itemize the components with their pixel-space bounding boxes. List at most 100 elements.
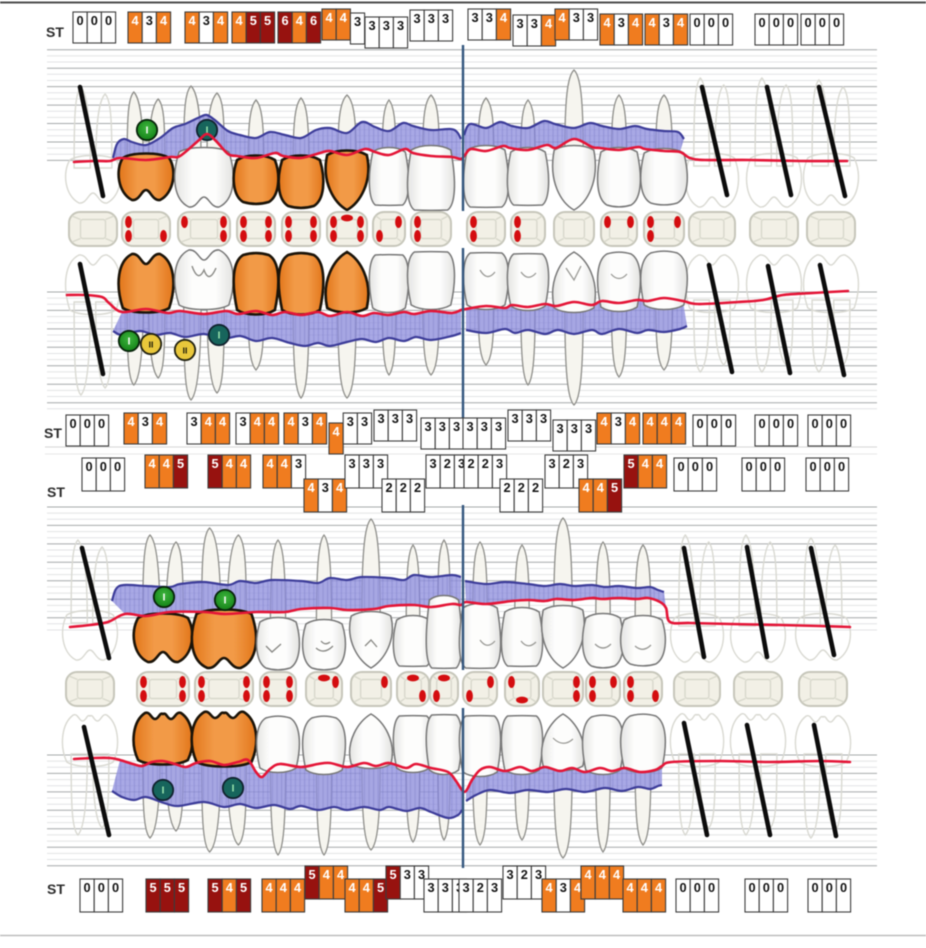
svg-text:3: 3 bbox=[203, 13, 210, 28]
svg-text:0: 0 bbox=[694, 15, 701, 30]
svg-text:0: 0 bbox=[680, 880, 687, 895]
svg-text:3: 3 bbox=[191, 414, 198, 429]
svg-text:3: 3 bbox=[467, 419, 474, 434]
svg-text:4: 4 bbox=[363, 880, 371, 895]
svg-text:0: 0 bbox=[824, 459, 831, 474]
svg-text:4: 4 bbox=[340, 10, 348, 25]
svg-text:4: 4 bbox=[627, 880, 635, 895]
svg-text:4: 4 bbox=[559, 10, 567, 25]
svg-text:3: 3 bbox=[517, 16, 524, 31]
svg-text:3: 3 bbox=[354, 14, 361, 29]
svg-text:0: 0 bbox=[840, 880, 847, 895]
svg-text:0: 0 bbox=[805, 15, 812, 30]
svg-text:4: 4 bbox=[280, 880, 288, 895]
svg-text:4: 4 bbox=[219, 414, 227, 429]
svg-text:3: 3 bbox=[439, 419, 446, 434]
svg-text:3: 3 bbox=[531, 16, 538, 31]
svg-text:3: 3 bbox=[430, 456, 437, 471]
svg-text:2: 2 bbox=[563, 456, 570, 471]
svg-text:3: 3 bbox=[486, 10, 493, 25]
svg-text:3: 3 bbox=[428, 880, 435, 895]
svg-text:3: 3 bbox=[573, 10, 580, 25]
svg-text:2: 2 bbox=[521, 867, 528, 882]
svg-text:5: 5 bbox=[309, 867, 316, 882]
svg-text:5: 5 bbox=[164, 880, 171, 895]
svg-text:4: 4 bbox=[333, 424, 341, 439]
svg-text:3: 3 bbox=[414, 11, 421, 26]
svg-text:3: 3 bbox=[549, 456, 556, 471]
svg-text:0: 0 bbox=[819, 15, 826, 30]
svg-text:4: 4 bbox=[128, 414, 136, 429]
svg-text:3: 3 bbox=[453, 419, 460, 434]
svg-text:0: 0 bbox=[692, 459, 699, 474]
svg-text:4: 4 bbox=[160, 13, 168, 28]
svg-text:0: 0 bbox=[746, 459, 753, 474]
svg-text:5: 5 bbox=[150, 880, 157, 895]
svg-text:5: 5 bbox=[212, 456, 219, 471]
svg-text:3: 3 bbox=[481, 419, 488, 434]
svg-text:0: 0 bbox=[112, 880, 119, 895]
svg-text:4: 4 bbox=[149, 456, 157, 471]
svg-text:0: 0 bbox=[706, 459, 713, 474]
svg-text:4: 4 bbox=[337, 867, 345, 882]
svg-text:4: 4 bbox=[205, 414, 213, 429]
svg-text:4: 4 bbox=[604, 15, 612, 30]
svg-text:0: 0 bbox=[773, 416, 780, 431]
svg-text:I: I bbox=[232, 784, 235, 795]
svg-text:0: 0 bbox=[759, 416, 766, 431]
svg-text:4: 4 bbox=[656, 456, 664, 471]
svg-text:5: 5 bbox=[212, 880, 219, 895]
svg-text:0: 0 bbox=[694, 880, 701, 895]
svg-text:4: 4 bbox=[655, 880, 663, 895]
svg-text:3: 3 bbox=[540, 411, 547, 426]
svg-text:4: 4 bbox=[546, 880, 554, 895]
svg-text:I: I bbox=[162, 786, 165, 797]
svg-text:5: 5 bbox=[611, 480, 618, 495]
svg-text:0: 0 bbox=[91, 13, 98, 28]
svg-text:4: 4 bbox=[268, 414, 276, 429]
svg-text:4: 4 bbox=[254, 414, 262, 429]
svg-text:4: 4 bbox=[281, 456, 289, 471]
svg-text:4: 4 bbox=[675, 414, 683, 429]
svg-text:4: 4 bbox=[545, 16, 553, 31]
svg-text:0: 0 bbox=[708, 15, 715, 30]
svg-text:I: I bbox=[224, 596, 227, 607]
svg-text:3: 3 bbox=[491, 880, 498, 895]
svg-text:3: 3 bbox=[496, 456, 503, 471]
svg-text:0: 0 bbox=[708, 880, 715, 895]
svg-text:4: 4 bbox=[649, 15, 657, 30]
svg-text:2: 2 bbox=[468, 456, 475, 471]
svg-text:0: 0 bbox=[725, 416, 732, 431]
svg-text:5: 5 bbox=[390, 867, 397, 882]
svg-text:3: 3 bbox=[397, 18, 404, 33]
svg-text:0: 0 bbox=[777, 880, 784, 895]
svg-text:0: 0 bbox=[114, 459, 121, 474]
svg-text:0: 0 bbox=[763, 880, 770, 895]
svg-text:3: 3 bbox=[442, 11, 449, 26]
svg-text:3: 3 bbox=[404, 867, 411, 882]
svg-text:4: 4 bbox=[267, 456, 275, 471]
svg-text:4: 4 bbox=[240, 456, 248, 471]
svg-text:5: 5 bbox=[178, 880, 185, 895]
svg-text:3: 3 bbox=[512, 411, 519, 426]
svg-text:4: 4 bbox=[226, 880, 234, 895]
svg-text:6: 6 bbox=[310, 13, 317, 28]
svg-text:5: 5 bbox=[250, 13, 257, 28]
svg-text:2: 2 bbox=[482, 456, 489, 471]
svg-text:0: 0 bbox=[749, 880, 756, 895]
svg-text:0: 0 bbox=[759, 15, 766, 30]
svg-text:ST: ST bbox=[47, 881, 65, 897]
svg-text:4: 4 bbox=[189, 13, 197, 28]
svg-text:3: 3 bbox=[495, 419, 502, 434]
svg-text:3: 3 bbox=[406, 411, 413, 426]
svg-text:0: 0 bbox=[711, 416, 718, 431]
svg-text:4: 4 bbox=[677, 15, 685, 30]
svg-text:5: 5 bbox=[240, 880, 247, 895]
svg-text:0: 0 bbox=[773, 15, 780, 30]
svg-text:4: 4 bbox=[326, 10, 334, 25]
svg-text:0: 0 bbox=[812, 880, 819, 895]
svg-text:0: 0 bbox=[697, 416, 704, 431]
svg-text:ST: ST bbox=[46, 24, 64, 40]
svg-text:0: 0 bbox=[810, 459, 817, 474]
svg-text:I: I bbox=[146, 126, 149, 137]
